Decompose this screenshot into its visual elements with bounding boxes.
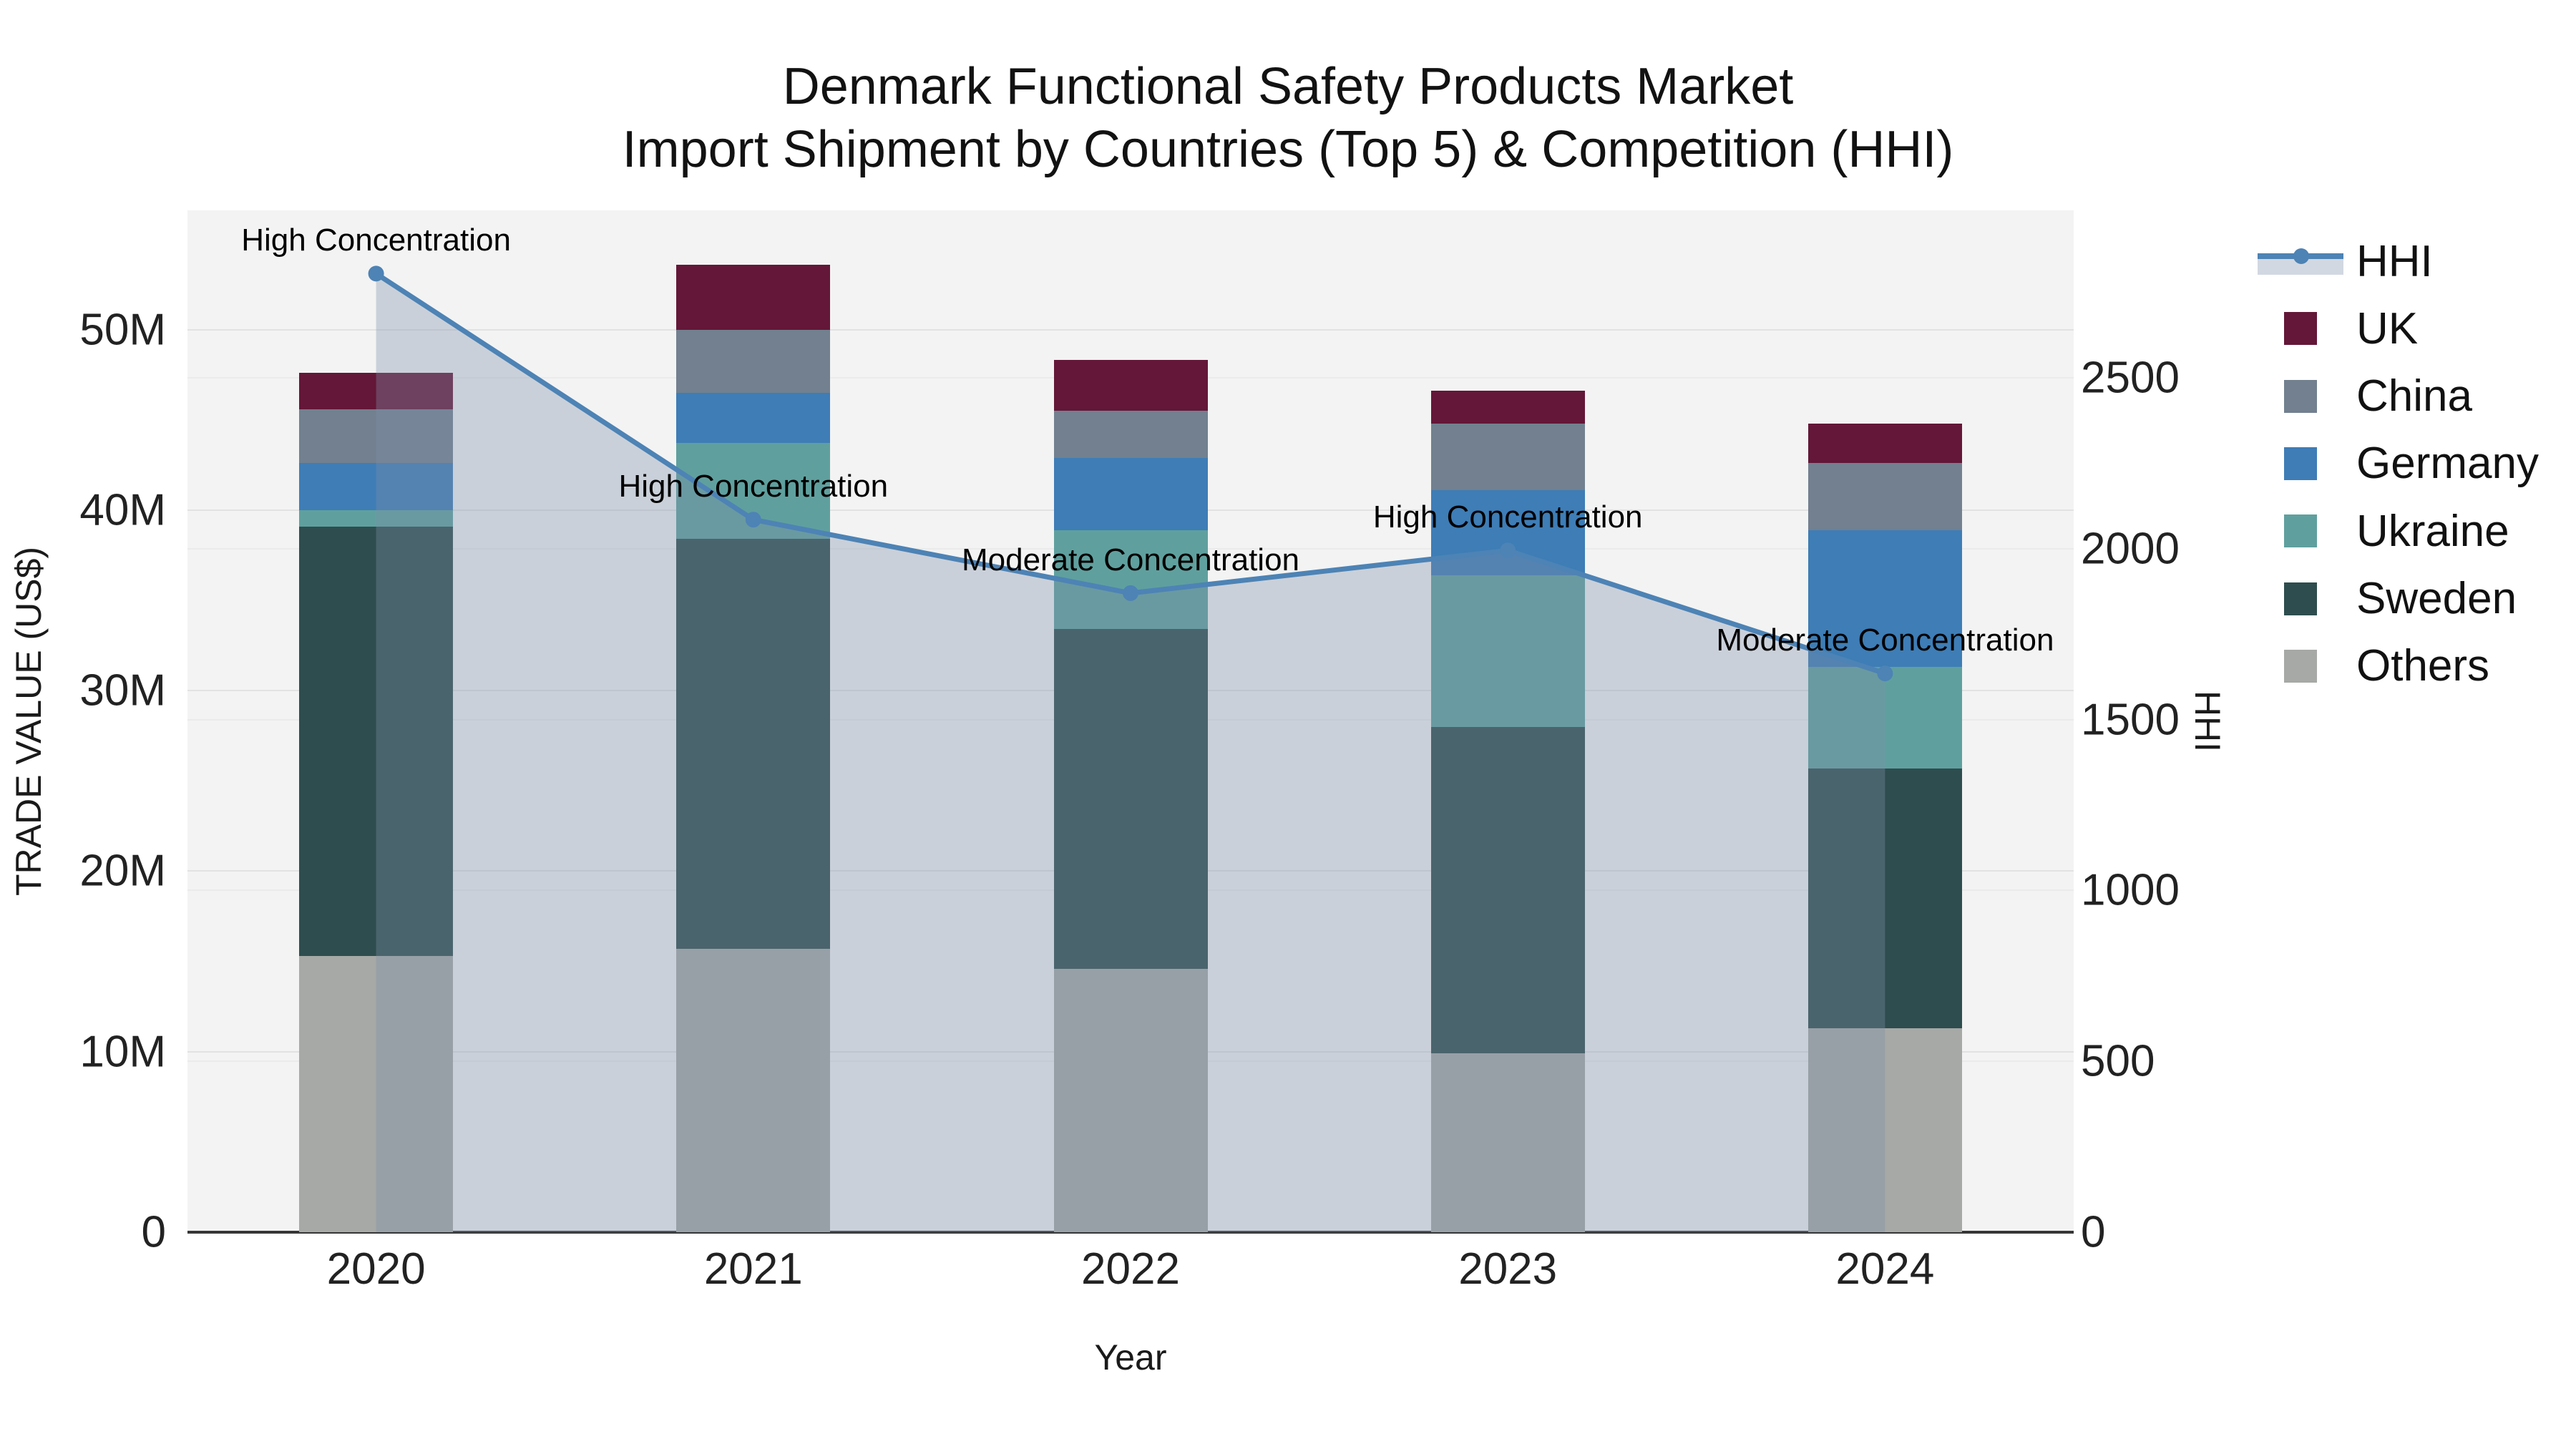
bar-segment-china-2020[interactable] xyxy=(299,409,454,464)
legend-label-sweden: Sweden xyxy=(2356,574,2517,623)
bar-segment-china-2021[interactable] xyxy=(676,329,831,393)
bar-segment-others-2024[interactable] xyxy=(1807,1028,1962,1232)
gridline-trade-50M xyxy=(187,328,2074,331)
y-tick-10M: 10M xyxy=(79,1027,166,1077)
bar-segment-sweden-2024[interactable] xyxy=(1807,768,1962,1028)
chart-title-line2: Import Shipment by Countries (Top 5) & C… xyxy=(622,121,1954,178)
x-axis-title: Year xyxy=(1094,1337,1167,1377)
bar-segment-germany-2023[interactable] xyxy=(1430,490,1585,575)
x-tick-2023: 2023 xyxy=(1458,1244,1558,1294)
color-swatch-icon xyxy=(2284,447,2317,480)
bar-segment-uk-2023[interactable] xyxy=(1430,391,1585,424)
legend-swatch-others xyxy=(2258,633,2343,700)
bar-segment-sweden-2021[interactable] xyxy=(676,539,831,949)
annotation-2022: Moderate Concentration xyxy=(961,542,1300,577)
y-tick-40M: 40M xyxy=(79,485,166,535)
hhi-marker-2023[interactable] xyxy=(1500,542,1516,559)
annotation-2021: High Concentration xyxy=(618,469,889,504)
color-swatch-icon xyxy=(2284,312,2317,346)
hhi-line-swatch-icon xyxy=(2258,228,2343,295)
annotation-2023: High Concentration xyxy=(1372,499,1643,535)
bar-segment-ukraine-2020[interactable] xyxy=(299,509,454,527)
legend-item-china[interactable]: China xyxy=(2258,363,2472,430)
bar-segment-sweden-2020[interactable] xyxy=(299,526,454,956)
hhi-marker-2022[interactable] xyxy=(1123,585,1138,601)
legend-swatch-china xyxy=(2258,363,2343,430)
hhi-area-fill xyxy=(376,273,1885,1233)
legend-label-germany: Germany xyxy=(2356,439,2539,489)
y-tick-50M: 50M xyxy=(79,305,166,355)
y2-tick-2000: 2000 xyxy=(2081,524,2180,574)
bar-segment-ukraine-2024[interactable] xyxy=(1807,667,1962,769)
bar-segment-others-2021[interactable] xyxy=(676,948,831,1232)
color-swatch-icon xyxy=(2284,514,2317,548)
color-swatch-icon xyxy=(2284,582,2317,615)
bar-segment-china-2024[interactable] xyxy=(1807,463,1962,530)
bar-segment-others-2022[interactable] xyxy=(1053,968,1208,1232)
legend-swatch-sweden xyxy=(2258,565,2343,633)
y2-tick-1500: 1500 xyxy=(2081,695,2180,745)
x-tick-2020: 2020 xyxy=(326,1244,426,1294)
y2-tick-500: 500 xyxy=(2081,1036,2155,1086)
legend-label-others: Others xyxy=(2356,641,2490,691)
y2-axis-title: HHI xyxy=(2187,690,2228,753)
x-tick-2024: 2024 xyxy=(1835,1244,1935,1294)
legend-item-uk[interactable]: UK xyxy=(2258,295,2418,362)
legend-label-china: China xyxy=(2356,371,2472,421)
legend-item-hhi[interactable]: HHI xyxy=(2258,228,2433,295)
bar-segment-germany-2022[interactable] xyxy=(1053,457,1208,530)
y-tick-30M: 30M xyxy=(79,665,166,716)
bar-segment-germany-2021[interactable] xyxy=(676,392,831,444)
bar-segment-germany-2024[interactable] xyxy=(1807,530,1962,668)
legend-item-germany[interactable]: Germany xyxy=(2258,430,2539,497)
y2-tick-2500: 2500 xyxy=(2081,353,2180,403)
hhi-marker-2020[interactable] xyxy=(368,265,384,282)
y-tick-0: 0 xyxy=(141,1207,166,1257)
plot-area xyxy=(187,210,2074,1233)
hhi-marker-2024[interactable] xyxy=(1877,665,1893,682)
bar-segment-others-2023[interactable] xyxy=(1430,1053,1585,1232)
hhi-fill-swatch xyxy=(2258,248,2343,275)
bar-segment-sweden-2023[interactable] xyxy=(1430,726,1585,1054)
x-tick-2022: 2022 xyxy=(1081,1244,1180,1294)
bar-segment-germany-2020[interactable] xyxy=(299,463,454,510)
bar-segment-uk-2020[interactable] xyxy=(299,373,454,409)
x-tick-2021: 2021 xyxy=(703,1244,803,1294)
hhi-marker-2021[interactable] xyxy=(745,512,761,528)
legend-item-ukraine[interactable]: Ukraine xyxy=(2258,497,2509,565)
color-swatch-icon xyxy=(2284,379,2317,413)
bar-segment-ukraine-2023[interactable] xyxy=(1430,575,1585,727)
legend-label-uk: UK xyxy=(2356,303,2419,353)
bar-segment-uk-2021[interactable] xyxy=(676,264,831,330)
y-tick-20M: 20M xyxy=(79,846,166,896)
chart-title-line1: Denmark Functional Safety Products Marke… xyxy=(782,58,1794,115)
annotation-2024: Moderate Concentration xyxy=(1716,623,2054,658)
legend-item-sweden[interactable]: Sweden xyxy=(2258,565,2517,633)
hhi-marker-glyph xyxy=(2293,248,2309,264)
bar-segment-china-2023[interactable] xyxy=(1430,423,1585,491)
bar-segment-others-2020[interactable] xyxy=(299,955,454,1232)
legend-label-hhi: HHI xyxy=(2356,236,2433,286)
bar-segment-ukraine-2022[interactable] xyxy=(1053,530,1208,630)
y2-tick-1000: 1000 xyxy=(2081,865,2180,915)
bar-segment-uk-2022[interactable] xyxy=(1053,360,1208,411)
color-swatch-icon xyxy=(2284,649,2317,683)
x-axis-line xyxy=(187,1231,2074,1234)
bar-segment-china-2022[interactable] xyxy=(1053,411,1208,458)
legend-swatch-ukraine xyxy=(2258,497,2343,565)
legend-label-ukraine: Ukraine xyxy=(2356,506,2509,556)
annotation-2020: High Concentration xyxy=(241,223,511,258)
legend-item-others[interactable]: Others xyxy=(2258,633,2489,700)
y-axis-title: TRADE VALUE (US$) xyxy=(9,546,49,897)
bar-segment-uk-2024[interactable] xyxy=(1807,423,1962,464)
bar-segment-sweden-2022[interactable] xyxy=(1053,629,1208,969)
y2-tick-0: 0 xyxy=(2081,1207,2106,1257)
legend-swatch-uk xyxy=(2258,295,2343,362)
legend-swatch-germany xyxy=(2258,430,2343,497)
hhi-line-layer xyxy=(368,265,1893,1233)
